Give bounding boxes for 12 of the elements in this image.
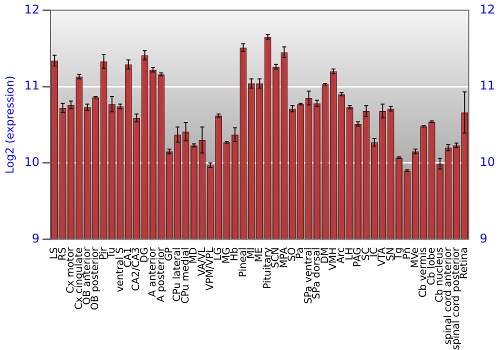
y-tick-label: 11 — [24, 78, 40, 93]
y-tick-label: 9 — [32, 231, 40, 246]
y2-tick-label: 11 — [480, 78, 496, 93]
y-tick-label: 12 — [24, 2, 40, 16]
x-tick-label: OB posterior — [90, 246, 102, 310]
y2-tick-label: 12 — [480, 2, 496, 16]
x-tick-label: A posterior — [156, 246, 167, 302]
y-axis-title: Log2 (expression) — [3, 76, 16, 174]
x-tick-label: Tg — [394, 247, 405, 261]
y2-tick-label: 9 — [480, 231, 488, 246]
y-tick-label: 10 — [24, 155, 40, 170]
y2-tick-label: 10 — [480, 155, 496, 170]
